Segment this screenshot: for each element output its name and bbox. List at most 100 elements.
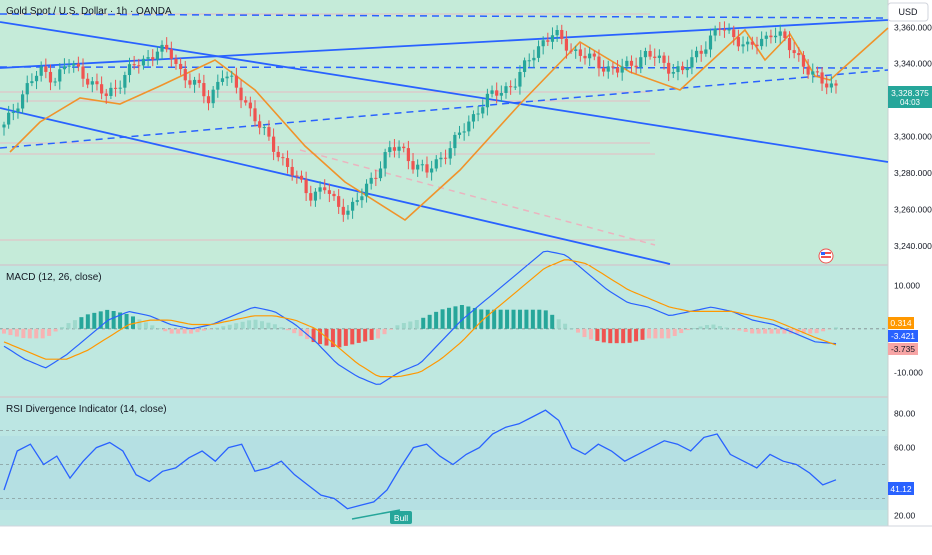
macd-histogram-bar — [8, 328, 13, 336]
macd-histogram-bar — [163, 328, 168, 332]
candle-body — [25, 83, 29, 95]
macd-histogram-bar — [756, 328, 761, 334]
rsi-tick-label: 60.00 — [894, 443, 916, 453]
candle-body — [11, 112, 15, 114]
candle-body — [244, 100, 248, 103]
candle-body — [620, 66, 624, 73]
candle-body — [369, 177, 373, 184]
macd-histogram-bar — [563, 323, 568, 329]
candle-body — [648, 50, 652, 57]
macd-histogram-bar — [653, 328, 658, 339]
candle-body — [192, 79, 197, 85]
candle-body — [504, 86, 508, 93]
candle-body — [374, 177, 378, 179]
macd-histogram-bar — [111, 311, 116, 329]
macd-pane-bg — [0, 266, 888, 396]
candle-body — [248, 102, 252, 109]
candle-body — [58, 69, 62, 82]
macd-histogram-bar — [98, 311, 103, 329]
zigzag-pattern[interactable] — [9, 27, 889, 222]
candle-body — [555, 29, 559, 36]
macd-histogram-bar — [743, 328, 748, 332]
candle-body — [16, 108, 20, 113]
candle-body — [360, 196, 364, 201]
macd-histogram-bar — [376, 328, 381, 339]
candle-body — [276, 151, 280, 158]
macd-histogram-bar — [750, 328, 755, 334]
macd-histogram-bar — [72, 320, 77, 329]
macd-histogram-bar — [292, 328, 297, 334]
macd-signal-line — [3, 259, 837, 378]
candle-body — [662, 55, 666, 63]
candle-body — [318, 187, 322, 192]
trend-lines[interactable] — [0, 13, 889, 265]
macd-histogram-bar — [698, 326, 703, 329]
macd-histogram-bar — [350, 328, 355, 345]
candle-body — [685, 67, 689, 71]
macd-histogram-bar — [92, 312, 97, 329]
candle-body — [797, 53, 801, 56]
candle-body — [760, 38, 764, 47]
macd-histogram-bar — [659, 328, 664, 339]
bull-label: Bull — [394, 513, 408, 523]
candle-body — [588, 53, 592, 59]
candle-body — [787, 38, 792, 51]
candle-body — [741, 44, 745, 47]
candle-body — [611, 66, 615, 68]
candle-body — [258, 121, 262, 128]
candle-body — [606, 66, 610, 72]
candle-body — [295, 175, 299, 177]
macd-histogram-bar — [130, 316, 135, 329]
bull-divergence-marker[interactable]: Bull — [351, 509, 412, 524]
candle-body — [820, 72, 824, 84]
macd-histogram-bar — [421, 317, 426, 329]
macd-histogram-bar — [234, 323, 239, 329]
candle-body — [48, 71, 53, 83]
candle-body — [271, 136, 276, 152]
candle-body — [425, 164, 429, 173]
macd-histogram-bar — [382, 328, 387, 335]
macd-histogram-bar — [401, 322, 406, 329]
macd-histogram-bar — [408, 321, 413, 329]
candle-body — [746, 41, 750, 45]
macd-histogram-bar — [808, 328, 813, 334]
macd-histogram-bar — [105, 309, 110, 329]
macd-histogram-bar — [530, 309, 535, 329]
candle-body — [457, 132, 462, 135]
macd-histogram-bar — [550, 314, 555, 329]
current-price-tag: 3,328.375 04:03 — [888, 86, 932, 108]
macd-histogram-value: 0.314 — [890, 318, 912, 328]
candle-body — [262, 127, 266, 129]
macd-histogram-bar — [247, 320, 252, 329]
macd-histogram-bar — [679, 328, 684, 334]
macd-histogram-bar — [775, 328, 780, 334]
macd-histogram-bar — [582, 328, 587, 338]
candle-body — [815, 71, 820, 73]
macd-histogram-bar — [395, 325, 400, 329]
candle-body — [239, 87, 243, 101]
macd-histogram-bar — [692, 327, 697, 329]
candle-body — [615, 67, 620, 73]
candle-body — [490, 90, 494, 94]
candle-body — [732, 29, 736, 38]
candle-body — [234, 75, 239, 88]
candle-body — [834, 83, 838, 86]
price-scale[interactable]: 3,360.000 3,340.000 3,300.000 3,280.000 3,26… — [894, 22, 932, 520]
candle-body — [671, 72, 675, 74]
macd-histogram-bar — [717, 326, 722, 329]
candle-body — [522, 60, 527, 72]
macd-histogram-bar — [79, 317, 84, 329]
candle-body — [197, 79, 201, 84]
rsi-tick-label: 20.00 — [894, 511, 916, 521]
candle-body — [736, 37, 740, 47]
macd-histogram-bar — [453, 306, 458, 329]
macd-histogram-bar — [511, 309, 516, 329]
candle-body — [383, 152, 387, 169]
candle-body — [30, 81, 34, 84]
us-flag-event-icon[interactable] — [818, 248, 834, 264]
price-tick-label: 3,340.000 — [894, 59, 932, 69]
rsi-band — [0, 436, 888, 510]
currency-button[interactable]: USD — [887, 2, 929, 22]
candle-body — [183, 69, 187, 81]
macd-histogram-bar — [737, 328, 742, 331]
